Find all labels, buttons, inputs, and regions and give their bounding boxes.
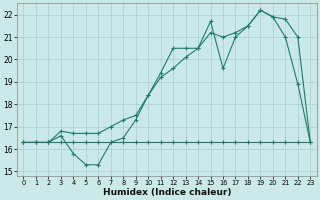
X-axis label: Humidex (Indice chaleur): Humidex (Indice chaleur) [103, 188, 231, 197]
